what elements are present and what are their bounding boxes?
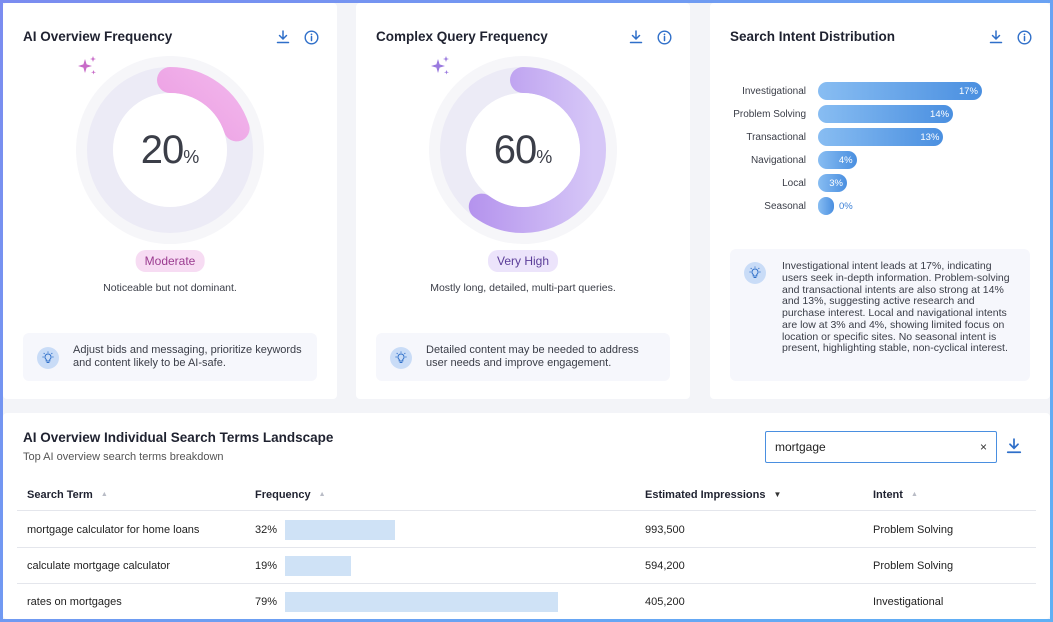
- table-header: Search Term ▲ Frequency ▲ Estimated Impres…: [17, 479, 1036, 511]
- table-row[interactable]: rates on mortgages 79% 405,200 Investigatio…: [17, 584, 1036, 619]
- intent-bar[interactable]: 4%: [818, 151, 857, 169]
- intent-row: Navigational 4%: [710, 150, 1040, 170]
- intent-row: Investigational 17%: [710, 81, 1040, 101]
- frequency-bar: [285, 591, 558, 612]
- clear-search-icon[interactable]: ×: [979, 440, 987, 454]
- gauge-value: 20%: [140, 127, 200, 172]
- info-icon[interactable]: [656, 29, 672, 45]
- ai-overview-gauge: 20%: [75, 55, 265, 245]
- column-header-intent[interactable]: Intent ▲: [873, 488, 918, 501]
- badge-description: Mostly long, detailed, multi-part querie…: [430, 282, 616, 294]
- card-title: Complex Query Frequency: [376, 29, 548, 44]
- card-title: AI Overview Frequency: [23, 29, 173, 44]
- sparkle-icon: [78, 56, 96, 75]
- cell-impressions: 993,500: [645, 523, 685, 536]
- search-terms-table-card: AI Overview Individual Search Terms Land…: [3, 413, 1050, 619]
- cell-search-term: mortgage calculator for home loans: [27, 523, 200, 536]
- cell-intent: Investigational: [873, 595, 944, 608]
- sort-icon[interactable]: ▲: [910, 491, 918, 498]
- intent-bar[interactable]: 14%: [818, 105, 954, 123]
- intent-value-label: 0%: [839, 200, 853, 212]
- intent-bar[interactable]: 17%: [818, 82, 982, 100]
- intent-label: Investigational: [742, 85, 806, 97]
- download-icon[interactable]: [988, 29, 1004, 45]
- intent-label: Navigational: [750, 154, 806, 166]
- info-icon[interactable]: [1016, 29, 1032, 45]
- search-box: ×: [765, 431, 997, 463]
- recommendation-tip: Adjust bids and messaging, prioritize ke…: [23, 333, 317, 381]
- lightbulb-icon: [744, 262, 766, 284]
- cell-frequency: 32%: [255, 512, 396, 547]
- intent-label: Seasonal: [764, 200, 806, 212]
- cell-impressions: 405,200: [645, 595, 685, 608]
- cell-search-term: rates on mortgages: [27, 595, 122, 608]
- complex-query-card: Complex Query Frequency: [356, 3, 690, 399]
- frequency-badge: Moderate: [135, 250, 205, 272]
- search-intent-card: Search Intent Distribution Investigation…: [710, 3, 1050, 399]
- intent-row: Seasonal 0%: [710, 196, 1040, 216]
- intent-bar-chart: Investigational 17% Problem Solving 14% Tran…: [710, 81, 1040, 221]
- tip-text: Detailed content may be needed to addres…: [426, 344, 639, 369]
- column-header-impressions[interactable]: Estimated Impressions ▼: [645, 488, 782, 501]
- badge-description: Noticeable but not dominant.: [103, 282, 237, 294]
- cell-search-term: calculate mortgage calculator: [27, 559, 171, 572]
- table-subtitle: Top AI overview search terms breakdown: [23, 451, 224, 463]
- download-icon[interactable]: [275, 29, 291, 45]
- info-icon[interactable]: [303, 29, 319, 45]
- sparkle-icon: [431, 56, 449, 75]
- gauge-value: 60%: [493, 127, 553, 172]
- intent-summary-tip: Investigational intent leads at 17%, ind…: [730, 249, 1030, 381]
- recommendation-tip: Detailed content may be needed to addres…: [376, 333, 670, 381]
- lightbulb-icon: [37, 346, 59, 369]
- dashboard: AI Overview Frequency: [3, 3, 1050, 619]
- search-input[interactable]: [775, 440, 980, 454]
- download-icon[interactable]: [1006, 438, 1022, 454]
- table-row[interactable]: mortgage calculator for home loans 32% 993…: [17, 512, 1036, 548]
- cell-intent: Problem Solving: [873, 523, 954, 536]
- frequency-badge: Very High: [487, 250, 559, 272]
- complex-query-gauge: 60%: [428, 55, 618, 245]
- frequency-text: 19%: [255, 559, 278, 572]
- cell-intent: Problem Solving: [873, 559, 954, 572]
- cell-frequency: 79%: [255, 584, 558, 619]
- cell-frequency: 19%: [255, 548, 351, 583]
- column-header-frequency[interactable]: Frequency ▲: [255, 488, 326, 501]
- sort-icon[interactable]: ▲: [318, 491, 326, 498]
- tip-text: Adjust bids and messaging, prioritize ke…: [73, 344, 302, 369]
- frequency-text: 79%: [255, 595, 278, 608]
- intent-bar[interactable]: [818, 197, 834, 215]
- table-title: AI Overview Individual Search Terms Land…: [23, 430, 334, 445]
- table-row[interactable]: calculate mortgage calculator 19% 594,200 P…: [17, 548, 1036, 584]
- gauge-arc: [87, 67, 253, 233]
- frequency-bar: [285, 555, 351, 576]
- frequency-text: 32%: [255, 523, 278, 536]
- sort-icon[interactable]: ▲: [100, 491, 108, 498]
- cell-impressions: 594,200: [645, 559, 685, 572]
- intent-label: Transactional: [746, 131, 806, 143]
- ai-overview-card: AI Overview Frequency: [3, 3, 337, 399]
- frequency-bar: [285, 519, 396, 540]
- intent-row: Local 3%: [710, 173, 1040, 193]
- download-icon[interactable]: [628, 29, 644, 45]
- intent-label: Local: [782, 177, 806, 189]
- card-title: Search Intent Distribution: [730, 29, 896, 44]
- sort-desc-icon[interactable]: ▼: [773, 490, 782, 499]
- intent-bar[interactable]: 3%: [818, 174, 847, 192]
- intent-row: Problem Solving 14%: [710, 104, 1040, 124]
- intent-row: Transactional 13%: [710, 127, 1040, 147]
- lightbulb-icon: [390, 346, 412, 369]
- column-header-search-term[interactable]: Search Term ▲: [27, 488, 108, 501]
- intent-bar[interactable]: 13%: [818, 128, 944, 146]
- tip-text: Investigational intent leads at 17%, ind…: [782, 260, 1010, 355]
- gauge-arc: [440, 67, 606, 233]
- intent-label: Problem Solving: [733, 108, 806, 120]
